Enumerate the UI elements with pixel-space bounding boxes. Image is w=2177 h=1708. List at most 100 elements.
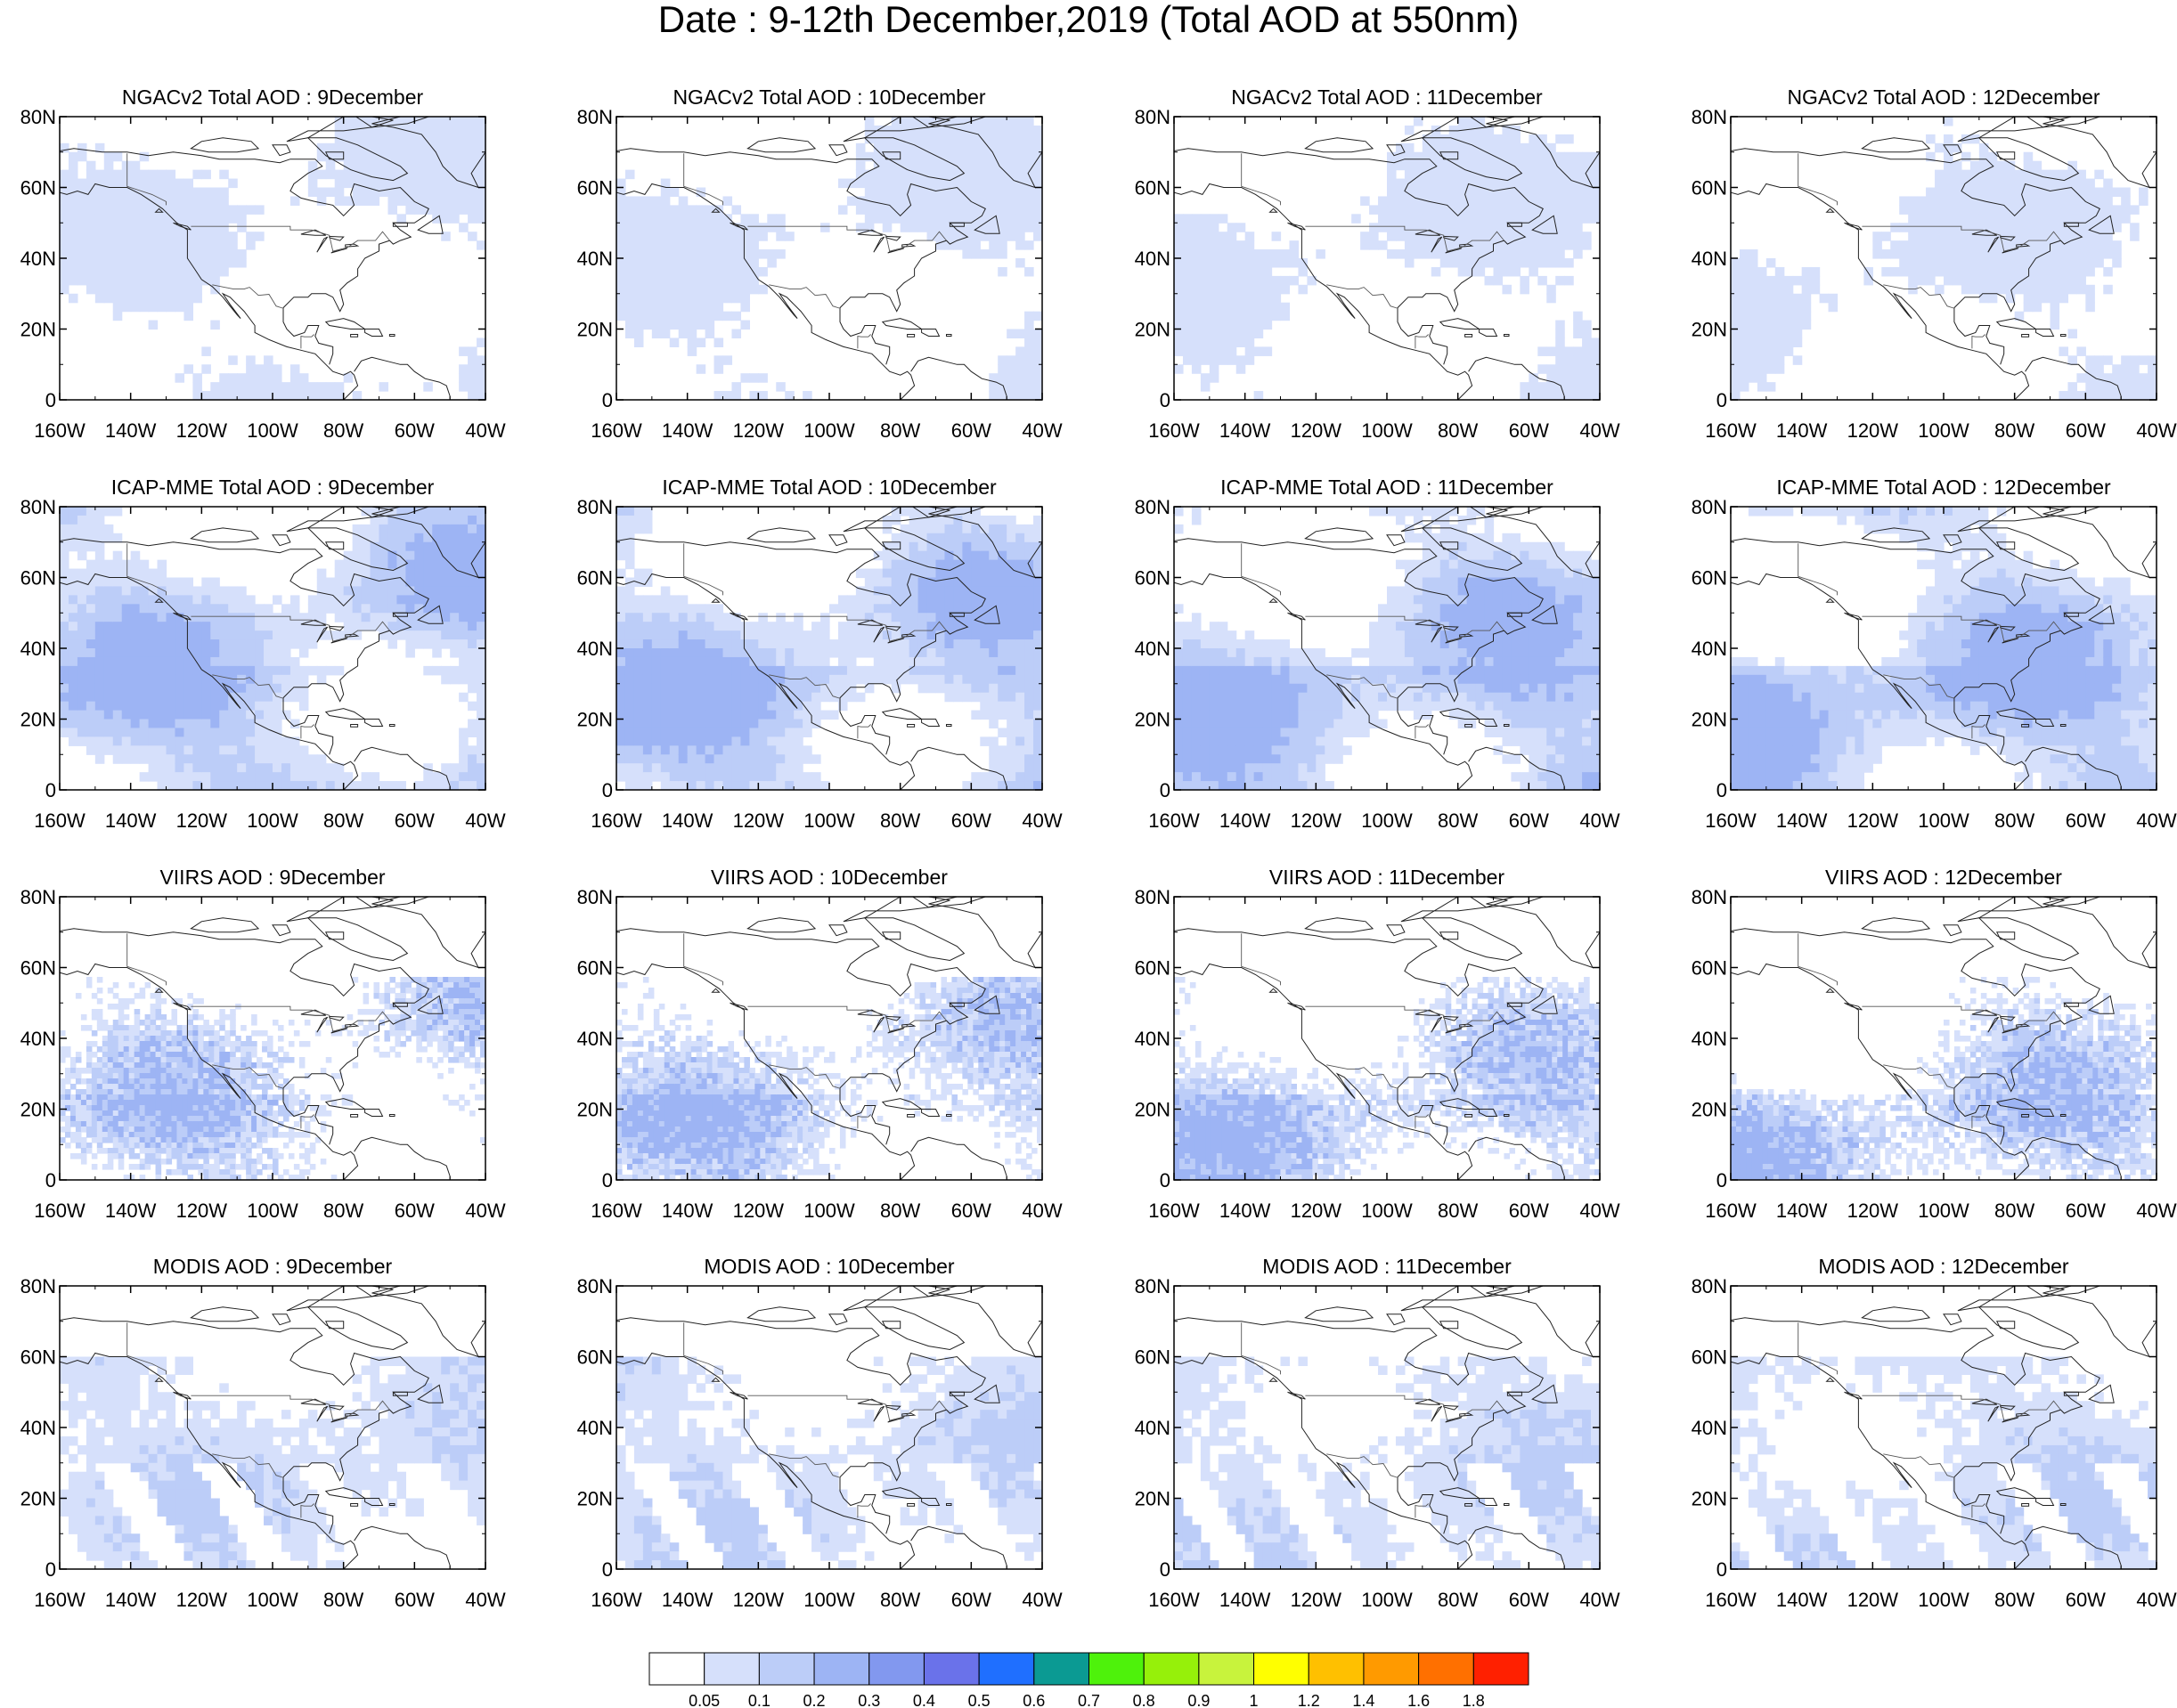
- lat-tick-label: 20N: [20, 1099, 56, 1121]
- aod-field: [1731, 897, 2157, 1180]
- lon-tick-label: 160W: [591, 809, 642, 832]
- aod-field: [60, 1286, 485, 1569]
- lon-tick-label: 80W: [1994, 1589, 2034, 1611]
- lat-tick-label: 40N: [1135, 1028, 1170, 1050]
- lon-tick-label: 160W: [1148, 1200, 1200, 1222]
- lon-tick-label: 40W: [2136, 1200, 2176, 1222]
- lon-tick-label: 100W: [1918, 809, 1969, 832]
- lat-tick-label: 20N: [577, 319, 613, 341]
- country-borders: [126, 153, 390, 349]
- lon-tick-label: 140W: [105, 419, 157, 442]
- lon-tick-label: 140W: [1219, 419, 1271, 442]
- lon-tick-label: 120W: [1291, 1589, 1342, 1611]
- coastlines: [60, 117, 485, 400]
- country-borders: [126, 933, 390, 1129]
- lon-tick-label: 60W: [951, 419, 991, 442]
- lon-tick-label: 80W: [1438, 1200, 1478, 1222]
- lon-tick-label: 40W: [2136, 809, 2176, 832]
- aod-field: [616, 507, 1042, 790]
- lon-tick-label: 120W: [733, 1589, 785, 1611]
- lat-tick-label: 20N: [577, 709, 613, 731]
- lon-tick-label: 160W: [591, 1589, 642, 1611]
- lon-tick-label: 160W: [1705, 809, 1757, 832]
- map-panel-14: MODIS AOD : 10December 80N 60N 40N 20N 0 160W 1…: [577, 1255, 1063, 1611]
- lon-tick-label: 100W: [1918, 1589, 1969, 1611]
- lat-tick-label: 60N: [1692, 1346, 1727, 1369]
- lon-tick-label: 40W: [1022, 419, 1062, 442]
- map-panel-8: ICAP-MME Total AOD : 12December 80N 60N 40N…: [1692, 476, 2177, 832]
- lon-tick-label: 100W: [803, 419, 855, 442]
- coastlines: [1731, 1286, 2157, 1569]
- lat-tick-label: 80N: [1692, 496, 1727, 518]
- country-borders: [1798, 153, 2061, 349]
- lat-tick-label: 20N: [577, 1099, 613, 1121]
- coastlines: [1731, 117, 2157, 400]
- map-panel-16: MODIS AOD : 12December 80N 60N 40N 20N 0 160W 1…: [1692, 1255, 2177, 1611]
- lat-tick-label: 0: [602, 389, 613, 411]
- aod-field: [1174, 507, 1600, 790]
- lat-tick-label: 40N: [1135, 248, 1170, 270]
- coastlines: [60, 1286, 485, 1569]
- lon-tick-label: 40W: [1579, 1200, 1619, 1222]
- lon-tick-label: 60W: [1509, 419, 1549, 442]
- lat-tick-label: 40N: [1692, 1417, 1727, 1439]
- lon-tick-label: 140W: [1776, 1589, 1828, 1611]
- lon-tick-label: 60W: [1509, 809, 1549, 832]
- lon-tick-label: 100W: [1918, 1200, 1969, 1222]
- lat-tick-label: 60N: [577, 177, 613, 199]
- lat-tick-label: 0: [1160, 389, 1170, 411]
- coastlines: [616, 897, 1042, 1180]
- lat-tick-label: 40N: [1135, 1417, 1170, 1439]
- lon-tick-label: 40W: [1579, 419, 1619, 442]
- lon-tick-label: 120W: [1291, 809, 1342, 832]
- panel-title: NGACv2 Total AOD : 10December: [673, 85, 985, 109]
- lon-tick-label: 80W: [880, 1589, 920, 1611]
- lon-tick-label: 40W: [1022, 1200, 1062, 1222]
- lon-tick-label: 120W: [176, 1200, 228, 1222]
- map-panel-9: VIIRS AOD : 9December 80N 60N 40N 20N 0 160W 14…: [20, 866, 506, 1222]
- lat-tick-label: 60N: [20, 177, 56, 199]
- lon-tick-label: 100W: [247, 1200, 298, 1222]
- lat-tick-label: 40N: [577, 638, 613, 660]
- lon-tick-label: 140W: [105, 1589, 157, 1611]
- country-borders: [1241, 1322, 1504, 1518]
- panel-title: ICAP-MME Total AOD : 9December: [111, 476, 435, 499]
- lon-tick-label: 60W: [1509, 1200, 1549, 1222]
- lon-tick-label: 100W: [803, 809, 855, 832]
- aod-field: [616, 117, 1042, 400]
- lat-tick-label: 60N: [577, 1346, 613, 1369]
- lon-tick-label: 40W: [465, 809, 505, 832]
- lon-tick-label: 100W: [1361, 1589, 1413, 1611]
- map-panel-12: VIIRS AOD : 12December 80N 60N 40N 20N 0 160W 1…: [1692, 866, 2177, 1222]
- aod-field: [616, 1286, 1042, 1569]
- lon-tick-label: 120W: [733, 419, 785, 442]
- lat-tick-label: 20N: [1692, 319, 1727, 341]
- lon-tick-label: 160W: [34, 419, 86, 442]
- lon-tick-label: 160W: [34, 1589, 86, 1611]
- panel-title: VIIRS AOD : 9December: [159, 866, 385, 889]
- lat-tick-label: 60N: [1135, 957, 1170, 980]
- coastlines: [1174, 117, 1600, 400]
- lon-tick-label: 80W: [1994, 809, 2034, 832]
- coastlines: [1174, 1286, 1600, 1569]
- lat-tick-label: 40N: [577, 248, 613, 270]
- lon-tick-label: 120W: [1847, 1589, 1899, 1611]
- lon-tick-label: 160W: [591, 419, 642, 442]
- lon-tick-label: 40W: [2136, 1589, 2176, 1611]
- lon-tick-label: 80W: [880, 809, 920, 832]
- lon-tick-label: 80W: [323, 419, 363, 442]
- lon-tick-label: 40W: [1022, 809, 1062, 832]
- lon-tick-label: 80W: [323, 809, 363, 832]
- coastlines: [616, 117, 1042, 400]
- lon-tick-label: 120W: [1847, 419, 1899, 442]
- lon-tick-label: 140W: [662, 1589, 713, 1611]
- lon-tick-label: 100W: [247, 1589, 298, 1611]
- country-borders: [683, 543, 947, 739]
- lon-tick-label: 160W: [1148, 1589, 1200, 1611]
- lat-tick-label: 0: [1716, 389, 1727, 411]
- lat-tick-label: 60N: [1692, 177, 1727, 199]
- panel-title: MODIS AOD : 12December: [1818, 1255, 2069, 1278]
- lon-tick-label: 100W: [247, 809, 298, 832]
- lon-tick-label: 160W: [34, 809, 86, 832]
- map-panel-2: NGACv2 Total AOD : 10December 80N 60N 40N 20…: [577, 85, 1063, 442]
